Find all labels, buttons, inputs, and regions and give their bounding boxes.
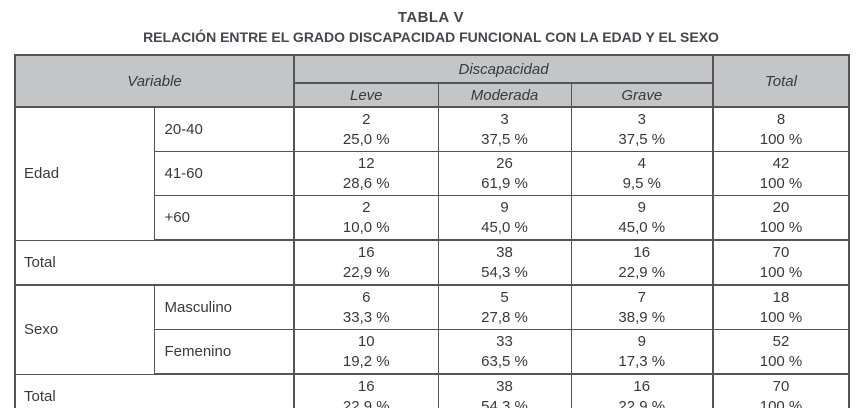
header-variable: Variable [14,54,295,108]
cell-edad-41-60-grave: 4 9,5 % [570,151,714,196]
cell-sexo-masculino-grave: 7 38,9 % [570,284,714,330]
cell-edad-41-60-total: 42 100 % [712,151,850,196]
header-row-top: Variable Discapacidad Total [14,54,850,108]
category-label-20-40: 20-40 [153,106,295,152]
category-label-60plus: +60 [153,195,295,241]
cell-edad-41-60-leve: 12 28,6 % [293,151,439,196]
cell-total-sexo-leve: 16 22,9 % [293,373,439,408]
table-subtitle: RELACIÓN ENTRE EL GRADO DISCAPACIDAD FUN… [143,29,719,45]
cell-sexo-femenino-leve: 10 19,2 % [293,329,439,375]
header-leve: Leve [293,82,439,108]
cell-total-edad-moderada: 38 54,3 % [437,239,572,286]
table-row-total-sexo: Total 16 22,9 % 38 54,3 % 16 22,9 % 70 1… [14,373,850,408]
cell-edad-20-40-leve: 2 25,0 % [293,106,439,152]
group-label-sexo: Sexo [14,284,155,375]
cell-edad-60plus-leve: 2 10,0 % [293,195,439,241]
cell-sexo-masculino-leve: 6 33,3 % [293,284,439,330]
cell-total-sexo-total: 70 100 % [712,373,850,408]
header-discapacidad: Discapacidad [293,54,714,84]
table-row-total-edad: Total 16 22,9 % 38 54,3 % 16 22,9 % 70 1… [14,239,850,286]
total-label-sexo: Total [14,373,295,408]
table-row-sexo-masculino: Sexo Masculino 6 33,3 % 5 27,8 % 7 38,9 … [14,284,850,375]
data-table: Variable Discapacidad Total Leve Moderad… [14,54,851,408]
cell-sexo-femenino-grave: 9 17,3 % [570,329,714,375]
category-label-41-60: 41-60 [153,151,295,196]
header-moderada: Moderada [437,82,572,108]
cell-edad-20-40-total: 8 100 % [712,106,850,152]
cell-total-edad-grave: 16 22,9 % [570,239,714,286]
cell-edad-60plus-moderada: 9 45,0 % [437,195,572,241]
table-row-sexo-femenino: Femenino 10 19,2 % 33 63,5 % 9 17,3 % 52… [15,329,850,375]
cell-edad-20-40-moderada: 3 37,5 % [437,106,572,152]
cell-edad-20-40-grave: 3 37,5 % [570,106,714,152]
table-row-edad-41-60: 41-60 12 28,6 % 26 61,9 % 4 9,5 % 42 100… [15,151,850,196]
cell-total-sexo-moderada: 38 54,3 % [437,373,572,408]
table-title: TABLA V [397,9,465,26]
group-label-edad: Edad [14,106,155,241]
table-row-edad-60plus: +60 2 10,0 % 9 45,0 % 9 45,0 % 20 100 % [15,195,850,241]
cell-sexo-femenino-total: 52 100 % [712,329,850,375]
table-row-edad-20-40: Edad 20-40 2 25,0 % 3 37,5 % 3 37,5 % 8 … [14,106,850,241]
category-label-masculino: Masculino [153,284,295,330]
cell-total-edad-total: 70 100 % [712,239,850,286]
cell-sexo-masculino-total: 18 100 % [712,284,850,330]
category-label-femenino: Femenino [153,329,295,375]
header-grave: Grave [570,82,714,108]
cell-edad-60plus-grave: 9 45,0 % [570,195,714,241]
cell-edad-41-60-moderada: 26 61,9 % [437,151,572,196]
cell-sexo-masculino-moderada: 5 27,8 % [437,284,572,330]
header-total: Total [712,54,850,108]
header-row-sub: Leve Moderada Grave [15,82,849,108]
cell-edad-60plus-total: 20 100 % [712,195,850,241]
total-label-edad: Total [14,239,295,286]
cell-total-sexo-grave: 16 22,9 % [570,373,714,408]
cell-total-edad-leve: 16 22,9 % [293,239,439,286]
cell-sexo-femenino-moderada: 33 63,5 % [437,329,572,375]
